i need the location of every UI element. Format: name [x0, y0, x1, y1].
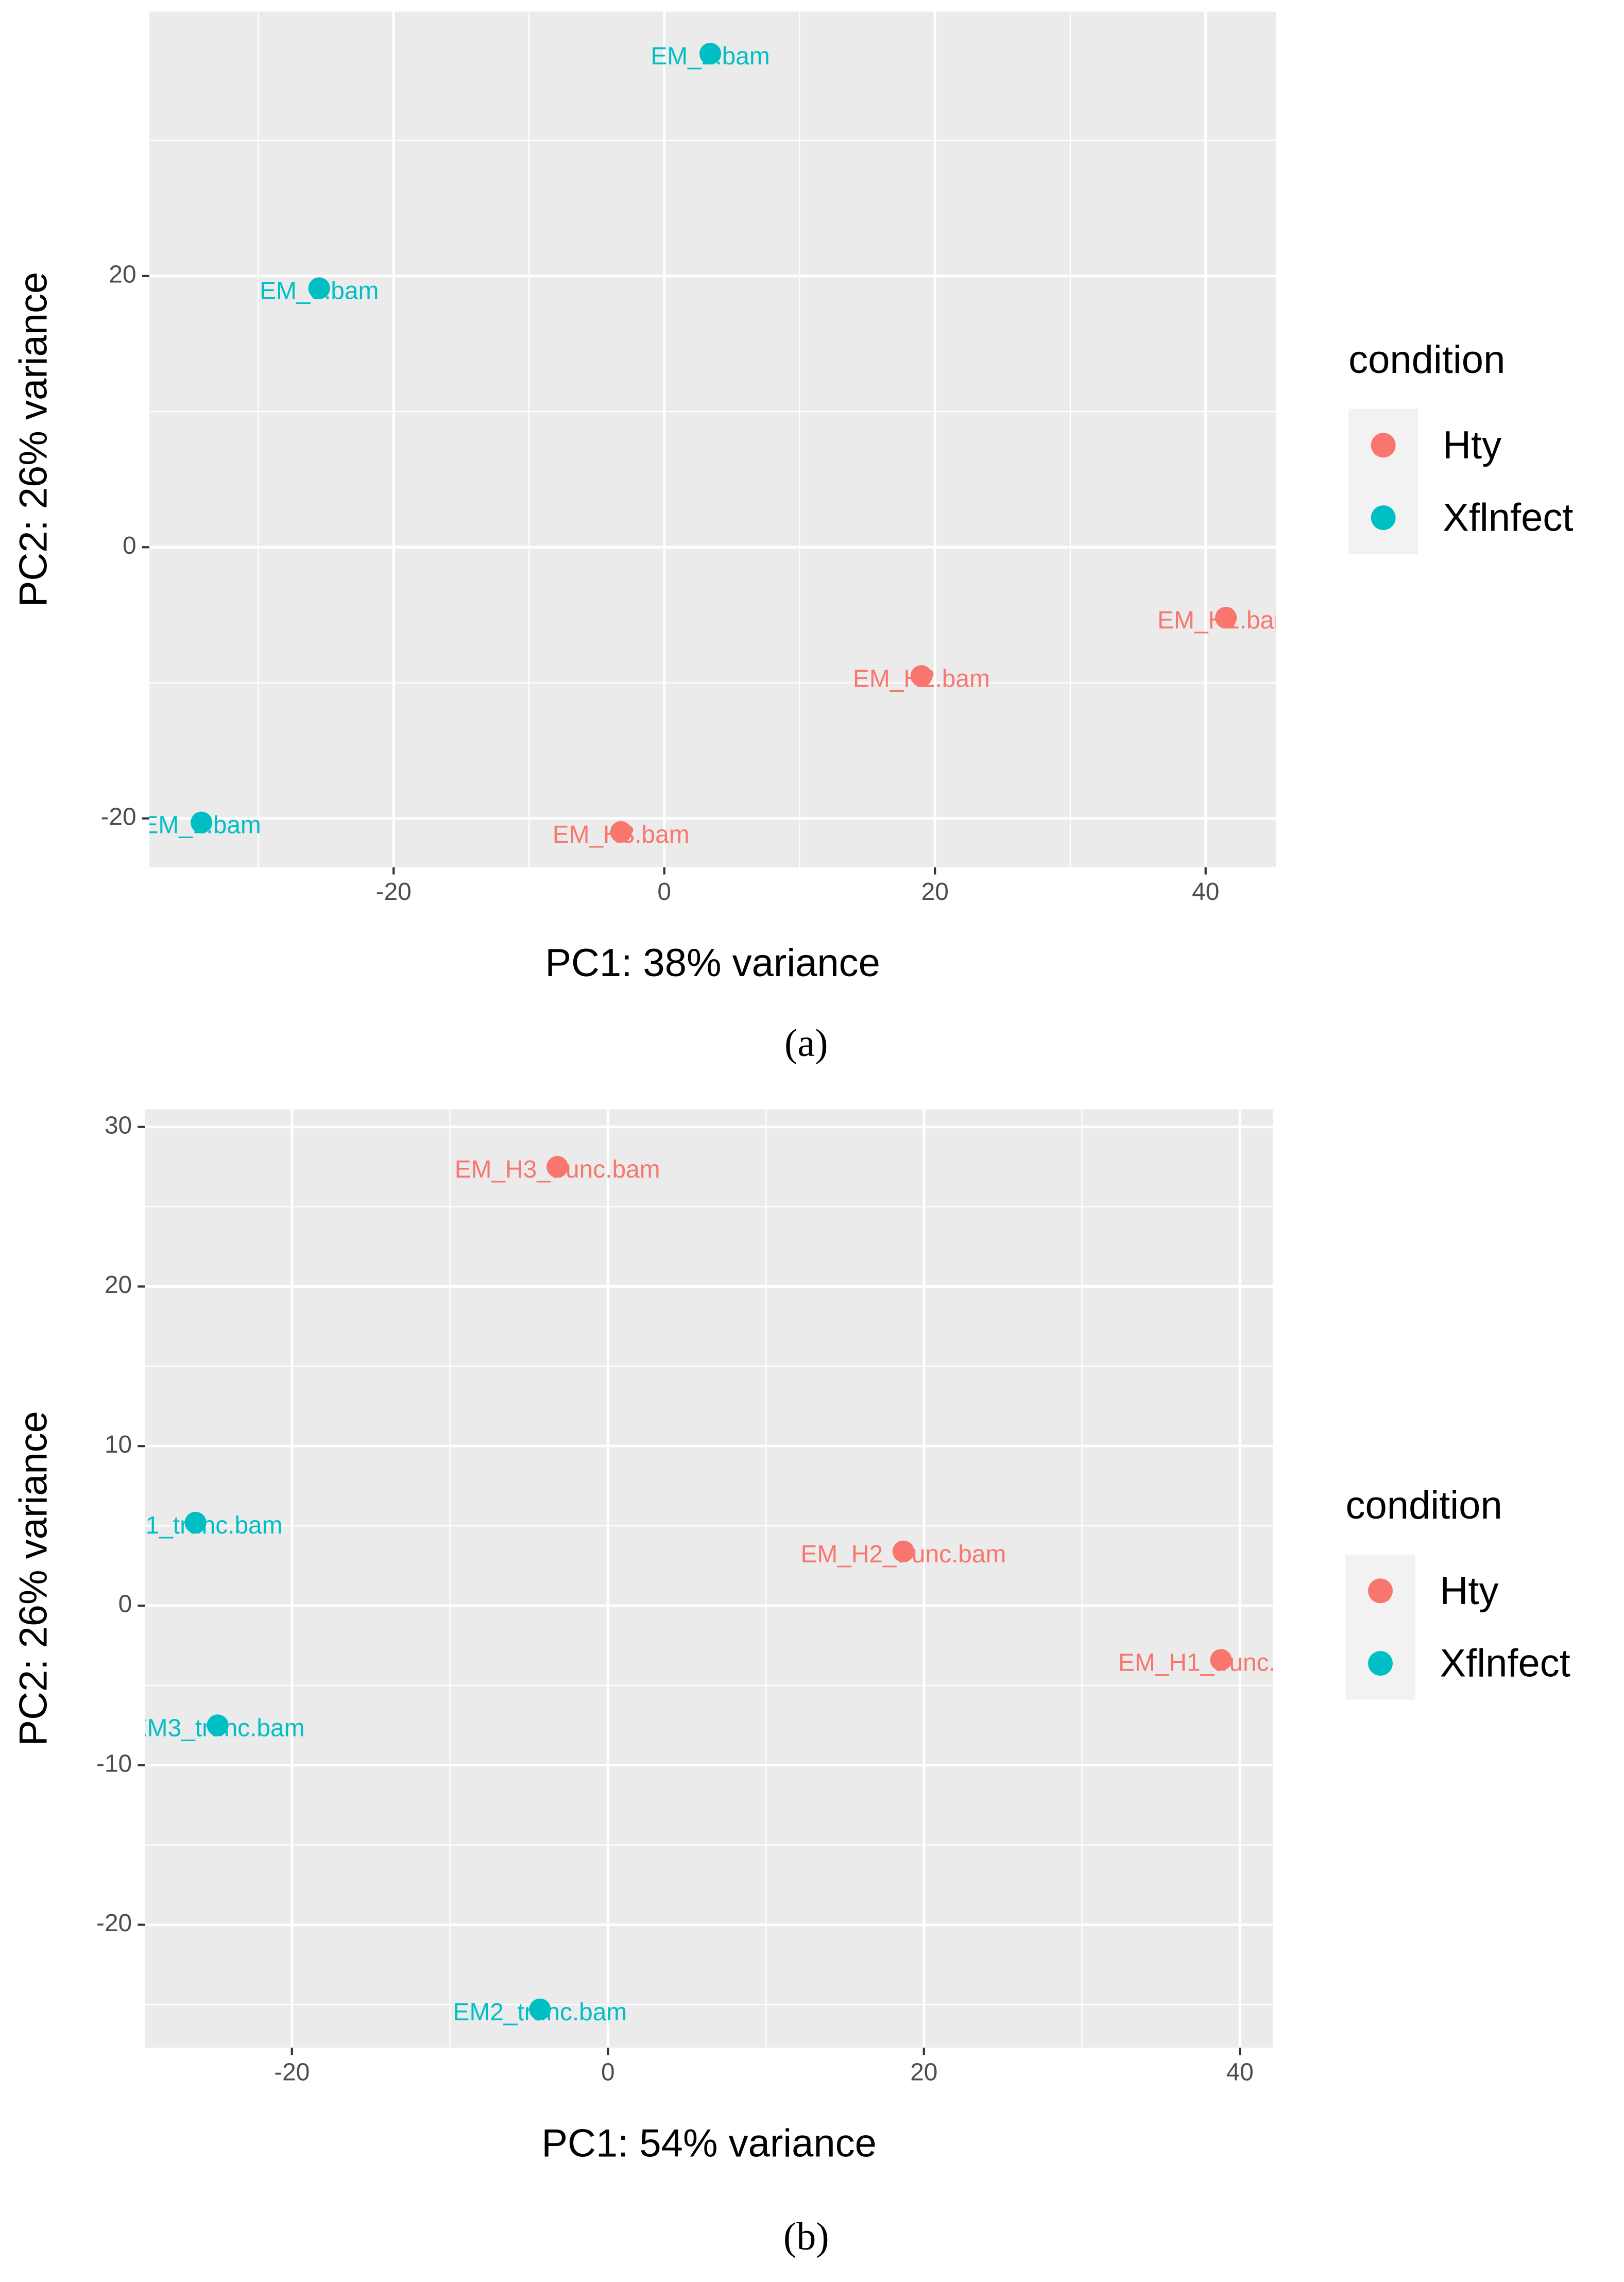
caption: (a) [784, 1021, 828, 1065]
x-axis-title: PC1: 38% variance [545, 941, 880, 985]
point-label: EM_H1_trunc.bam [1118, 1649, 1324, 1676]
point [699, 43, 722, 65]
point-label: EM2_trunc.bam [453, 1999, 627, 2026]
y-tick-label: 30 [105, 1112, 132, 1139]
y-tick-label: 0 [118, 1591, 132, 1618]
point [910, 665, 933, 687]
caption: (b) [783, 2215, 829, 2258]
point-label: EM_3.bam [260, 278, 379, 305]
y-tick-label: 10 [105, 1431, 132, 1458]
point [546, 1156, 569, 1178]
plot-area: EM_H3_trunc.bam EM_H2_trunc.bam EM_H1_trun… [109, 1156, 1324, 2026]
point-label: EM_H3_trunc.bam [455, 1156, 660, 1183]
legend-marker [1371, 433, 1396, 458]
y-tick-label: 0 [123, 532, 136, 559]
legend-marker [1368, 1578, 1393, 1604]
legend-title: condition [1348, 338, 1505, 382]
y-axis-title: PC2: 26% variance [11, 272, 55, 607]
point-label: EM_2.bam [651, 43, 770, 70]
point-label: EM_H3.bam [553, 821, 690, 848]
point [207, 1714, 229, 1736]
legend-marker [1368, 1651, 1393, 1676]
y-tick-label: -20 [100, 803, 136, 830]
x-tick-label: 40 [1226, 2058, 1254, 2086]
point-label: EM1_trunc.bam [109, 1512, 283, 1539]
y-tick-label: 20 [105, 1271, 132, 1299]
x-tick-label: 20 [910, 2058, 937, 2086]
point-label: EM_H1.bam [1157, 607, 1294, 634]
point-label: EM_1.bam [142, 812, 261, 839]
point [529, 1998, 551, 2020]
legend-label: Xflnfect [1443, 496, 1573, 540]
point [892, 1540, 915, 1562]
x-tick-label: 40 [1192, 878, 1219, 906]
legend-label: Xflnfect [1440, 1642, 1570, 1685]
y-axis-title: PC2: 26% variance [11, 1411, 55, 1746]
point [308, 277, 330, 299]
y-tick-label: 20 [109, 261, 136, 288]
legend-title: condition [1345, 1484, 1502, 1527]
point [191, 811, 213, 833]
x-tick-label: 0 [601, 2058, 615, 2086]
x-tick-label: 20 [921, 878, 949, 906]
point-label: EM_H2.bam [853, 665, 990, 692]
x-axis-title: PC1: 54% variance [541, 2122, 877, 2166]
point [1215, 607, 1237, 629]
point-label: EM3_trunc.bam [131, 1714, 305, 1742]
legend-label: Hty [1443, 423, 1501, 467]
legend-marker [1371, 505, 1396, 530]
y-tick-label: -10 [96, 1750, 132, 1777]
x-tick-label: -20 [274, 2058, 310, 2086]
point [1210, 1649, 1232, 1671]
panel [145, 1109, 1273, 2048]
x-tick-label: -20 [376, 878, 412, 906]
plot-area: EM_H1.bam EM_H2.bam EM_H3.bam EM_2.bam EM_3.… [142, 43, 1294, 848]
point [610, 821, 632, 843]
x-tick-label: 0 [657, 878, 671, 906]
legend-label: Hty [1440, 1569, 1498, 1613]
y-tick-label: -20 [96, 1910, 132, 1937]
point-label: EM_H2_trunc.bam [800, 1541, 1006, 1568]
point [184, 1511, 207, 1534]
panel [149, 11, 1276, 867]
